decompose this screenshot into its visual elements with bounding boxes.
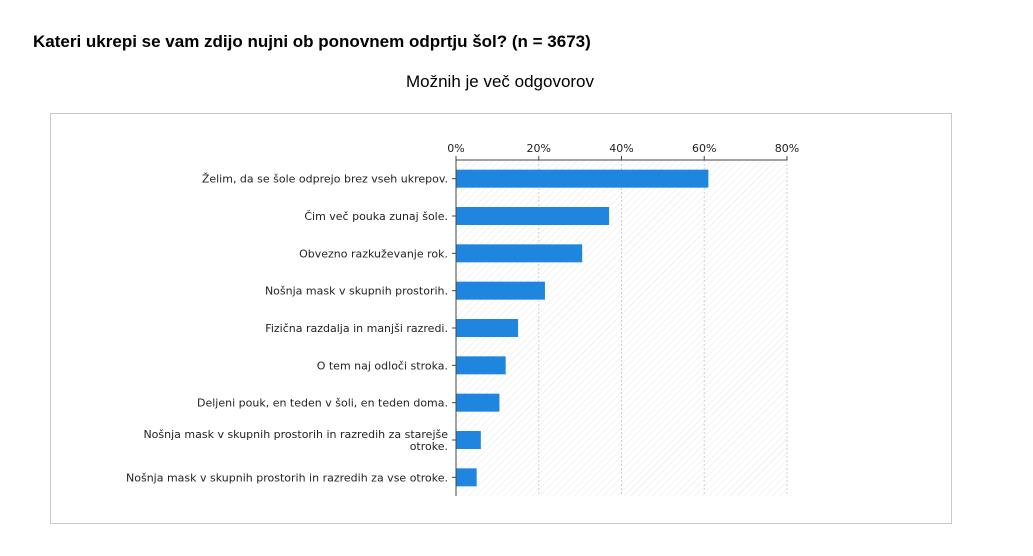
category-label: Fizična razdalja in manjši razredi. bbox=[265, 322, 448, 335]
tick-label: 20% bbox=[527, 142, 551, 155]
bar bbox=[456, 169, 709, 188]
category-label: Deljeni pouk, en teden v šoli, en teden … bbox=[197, 397, 448, 410]
tick-label: 40% bbox=[609, 142, 633, 155]
tick-label: 80% bbox=[775, 142, 799, 155]
category-label: Obvezno razkuževanje rok. bbox=[299, 247, 448, 260]
chart-title: Kateri ukrepi se vam zdijo nujni ob pono… bbox=[33, 32, 591, 51]
chart-subtitle: Možnih je več odgovorov bbox=[405, 72, 595, 91]
category-label: Nošnja mask v skupnih prostorih. bbox=[265, 285, 448, 298]
category-label: Želim, da se šole odprejo brez vseh ukre… bbox=[202, 173, 448, 186]
category-label: O tem naj odloči stroka. bbox=[317, 359, 448, 372]
category-label: Čim več pouka zunaj šole. bbox=[304, 210, 448, 223]
bar bbox=[456, 393, 500, 412]
category-label: Nošnja mask v skupnih prostorih in razre… bbox=[143, 428, 448, 453]
bar bbox=[456, 431, 481, 449]
tick-label: 60% bbox=[692, 142, 716, 155]
bar bbox=[456, 356, 506, 375]
bar bbox=[456, 281, 545, 300]
chart-frame: 0% 20% 40% 60% 80% Želim, da se šole odprejo … bbox=[50, 113, 952, 524]
bar-chart: 0% 20% 40% 60% 80% Želim, da se šole odprejo … bbox=[126, 142, 799, 496]
tick-label: 0% bbox=[447, 142, 464, 155]
bar bbox=[456, 319, 519, 337]
category-label: Nošnja mask v skupnih prostorih in razre… bbox=[126, 471, 448, 484]
bar bbox=[456, 244, 583, 263]
bar bbox=[456, 468, 477, 487]
bar bbox=[456, 207, 610, 225]
